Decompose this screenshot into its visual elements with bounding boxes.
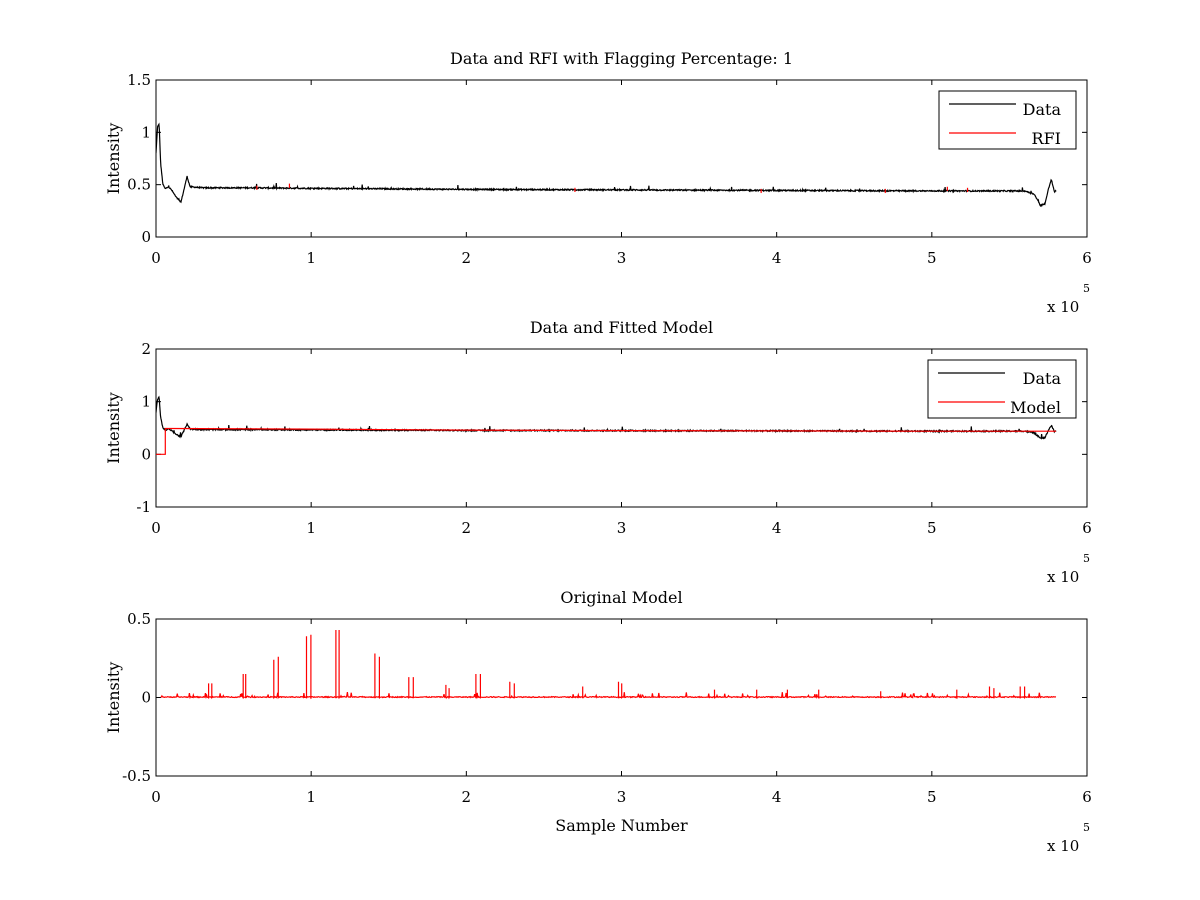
- y-tick-label: 1: [141, 393, 151, 411]
- plot-series: [160, 630, 1057, 700]
- chart-panel-1: Data and RFI with Flagging Percentage: 1…: [104, 49, 1092, 316]
- plot-area: [155, 79, 1088, 238]
- legend: Data Model: [927, 359, 1077, 419]
- y-tick-label: 1: [141, 123, 151, 141]
- x-tick-label: 0: [151, 788, 161, 806]
- y-axis-label: Intensity: [104, 662, 123, 734]
- x-tick-label: 1: [306, 788, 316, 806]
- chart-title: Data and RFI with Flagging Percentage: 1: [450, 49, 793, 68]
- x-exponent-base: x 10: [1047, 568, 1079, 586]
- x-exponent: 5: [1083, 282, 1090, 295]
- series-line-data: [156, 122, 1057, 208]
- x-tick-label: 3: [617, 519, 627, 537]
- x-tick-label: 6: [1082, 788, 1092, 806]
- y-tick-label: -0.5: [122, 767, 151, 785]
- y-tick-label: 2: [141, 340, 151, 358]
- y-tick-label: 0.5: [127, 610, 151, 628]
- legend-label: Data: [1023, 369, 1062, 388]
- y-axis-label: Intensity: [104, 392, 123, 464]
- plot-series: [156, 395, 1057, 455]
- legend-box: [938, 90, 1077, 150]
- x-tick-label: 6: [1082, 519, 1092, 537]
- legend: Data RFI: [938, 90, 1077, 150]
- legend-box: [927, 359, 1077, 419]
- x-tick-label: 5: [927, 788, 937, 806]
- plot-series: [156, 122, 1057, 208]
- x-tick-label: 5: [927, 249, 937, 267]
- series-line-model: [156, 427, 1056, 455]
- x-tick-label: 0: [151, 249, 161, 267]
- x-tick-label: 4: [772, 249, 782, 267]
- x-tick-label: 0: [151, 519, 161, 537]
- chart-title: Data and Fitted Model: [530, 318, 713, 337]
- y-tick-label: 0: [141, 689, 151, 707]
- x-tick-label: 4: [772, 519, 782, 537]
- x-exponent-base: x 10: [1047, 298, 1079, 316]
- legend-label: Data: [1023, 100, 1062, 119]
- x-tick-label: 1: [306, 519, 316, 537]
- x-tick-label: 6: [1082, 249, 1092, 267]
- x-tick-label: 3: [617, 249, 627, 267]
- x-tick-label: 4: [772, 788, 782, 806]
- x-exponent: 5: [1083, 552, 1090, 565]
- legend-label: RFI: [1032, 129, 1061, 148]
- y-axis-label: Intensity: [104, 123, 123, 195]
- legend-label: Model: [1010, 398, 1061, 417]
- x-tick-label: 1: [306, 249, 316, 267]
- y-tick-label: 1.5: [127, 71, 151, 89]
- x-tick-label: 5: [927, 519, 937, 537]
- y-tick-label: 0.5: [127, 176, 151, 194]
- chart-title: Original Model: [560, 588, 682, 607]
- x-exponent: 5: [1083, 821, 1090, 834]
- x-exponent-base: x 10: [1047, 837, 1079, 855]
- y-tick-label: 0: [141, 445, 151, 463]
- x-tick-label: 2: [462, 519, 472, 537]
- y-tick-label: 0: [141, 228, 151, 246]
- y-tick-label: -1: [136, 498, 151, 516]
- x-axis-label: Sample Number: [555, 816, 688, 835]
- x-tick-label: 3: [617, 788, 627, 806]
- x-tick-label: 2: [462, 788, 472, 806]
- series-line-model: [160, 630, 1057, 700]
- x-tick-label: 2: [462, 249, 472, 267]
